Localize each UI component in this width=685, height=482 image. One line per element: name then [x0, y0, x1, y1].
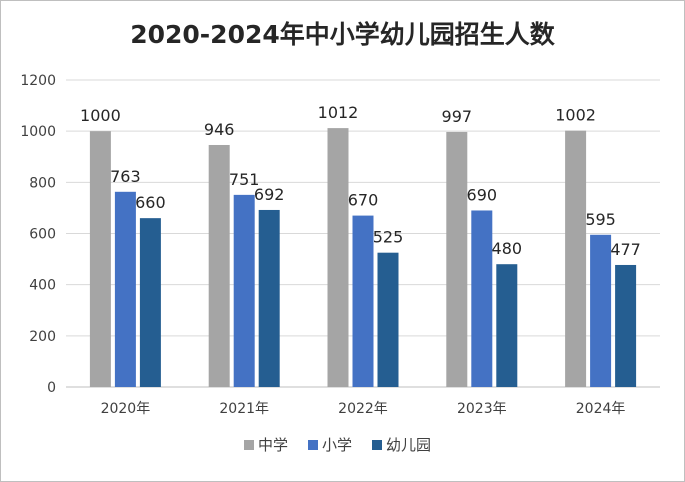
data-label: 480 [492, 239, 523, 258]
bar [471, 210, 493, 387]
bar [139, 218, 161, 387]
data-label: 660 [135, 193, 166, 212]
bar [327, 128, 349, 387]
data-label: 595 [585, 210, 616, 229]
x-tick-label: 2023年 [457, 401, 507, 417]
legend-label: 幼儿园 [386, 436, 431, 454]
legend-label: 小学 [322, 436, 352, 454]
data-label: 997 [442, 107, 473, 126]
data-label: 1012 [318, 103, 359, 122]
bar [590, 234, 612, 387]
data-label: 1000 [80, 106, 121, 125]
bar [114, 191, 136, 387]
legend: 中学 小学 幼儿园 [244, 436, 431, 454]
data-label: 690 [467, 185, 498, 204]
chart-title: 2020-2024年中小学幼儿园招生人数 [130, 20, 555, 49]
data-label: 670 [348, 191, 379, 210]
legend-label: 中学 [258, 436, 288, 454]
y-tick-label: 400 [29, 278, 56, 294]
data-label: 763 [110, 167, 141, 186]
x-axis-ticks: 2020年 2021年 2022年 2023年 2024年 [101, 401, 626, 417]
bar [233, 194, 255, 387]
bar [496, 264, 518, 387]
data-label: 525 [373, 228, 404, 247]
y-axis-ticks: 0 200 400 600 800 1000 1200 [20, 73, 56, 396]
data-label: 946 [204, 120, 235, 139]
data-label: 477 [610, 240, 641, 259]
y-tick-label: 1000 [20, 124, 56, 140]
legend-swatch [308, 440, 318, 450]
bar [446, 131, 468, 387]
bar [377, 252, 399, 387]
bar [352, 215, 374, 387]
legend-swatch [372, 440, 382, 450]
legend-swatch [244, 440, 254, 450]
bar [258, 209, 280, 387]
y-tick-label: 800 [29, 175, 56, 191]
x-tick-label: 2024年 [576, 401, 626, 417]
bar [615, 264, 637, 387]
data-label: 1002 [555, 106, 596, 125]
y-tick-label: 200 [29, 329, 56, 345]
data-label: 692 [254, 185, 285, 204]
data-label: 751 [229, 170, 260, 189]
x-tick-label: 2022年 [338, 401, 388, 417]
x-tick-label: 2021年 [219, 401, 269, 417]
bar [89, 131, 111, 387]
bar [565, 130, 587, 387]
bar [208, 144, 230, 387]
y-tick-label: 600 [29, 227, 56, 243]
x-tick-label: 2020年 [101, 401, 151, 417]
bars [89, 128, 637, 387]
y-tick-label: 0 [47, 380, 56, 396]
y-tick-label: 1200 [20, 73, 56, 89]
